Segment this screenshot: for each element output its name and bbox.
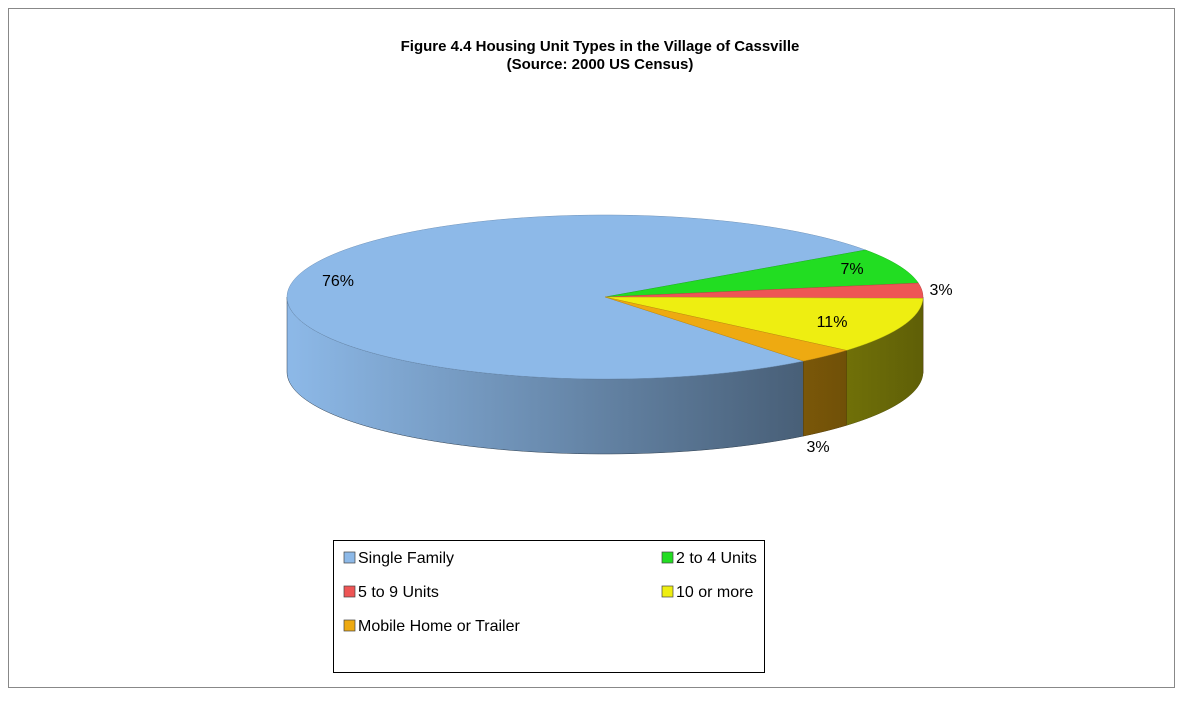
chart-title: Figure 4.4 Housing Unit Types in the Vil…: [401, 38, 800, 55]
legend-swatch: [344, 586, 355, 597]
legend-label: 5 to 9 Units: [358, 584, 439, 601]
legend-swatch: [344, 620, 355, 631]
legend-swatch: [344, 552, 355, 563]
legend-swatch: [662, 552, 673, 563]
legend-label: 10 or more: [676, 584, 753, 601]
legend-label: Single Family: [358, 550, 454, 567]
data-label: 3%: [929, 282, 952, 299]
legend-label: 2 to 4 Units: [676, 550, 757, 567]
data-label: 7%: [840, 261, 863, 278]
data-label: 11%: [817, 314, 848, 331]
legend-swatch: [662, 586, 673, 597]
legend-label: Mobile Home or Trailer: [358, 618, 521, 635]
slice-side: [803, 350, 846, 436]
data-label: 3%: [806, 439, 829, 456]
data-label: 76%: [322, 273, 354, 290]
chart-subtitle: (Source: 2000 US Census): [507, 56, 694, 73]
